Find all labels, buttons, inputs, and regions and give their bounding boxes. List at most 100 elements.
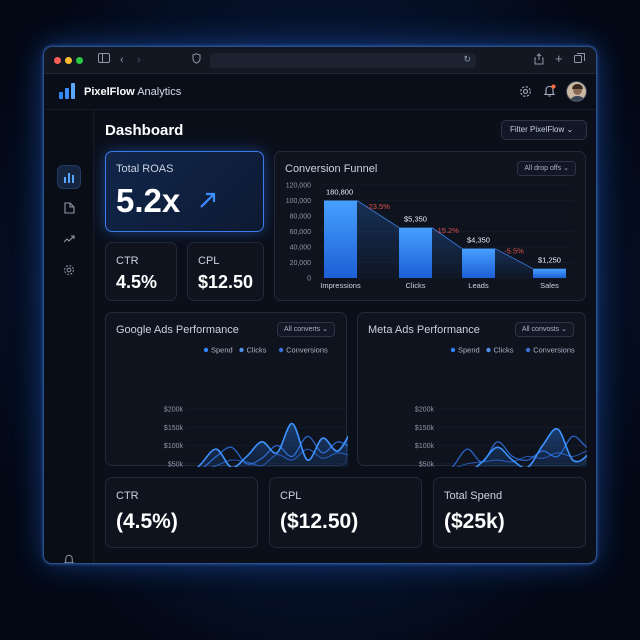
- funnel-x-label: Clicks: [406, 281, 426, 290]
- google-legend-label: Conversions: [286, 346, 328, 355]
- sidebar-item-settings[interactable]: [57, 258, 81, 282]
- app-name: PixelFlow Analytics: [84, 86, 181, 98]
- meta-y-left-tick: $200k: [415, 407, 435, 414]
- bar-chart-icon: [64, 172, 74, 183]
- bell-icon[interactable]: [543, 84, 556, 98]
- back-icon[interactable]: ‹: [120, 54, 124, 66]
- meta-ads-dropdown[interactable]: All convosts ⌄: [514, 322, 574, 337]
- funnel-dropoff-label: -5.5%: [504, 247, 524, 256]
- funnel-data-label: $1,250: [538, 256, 561, 265]
- funnel-bar: [399, 227, 432, 278]
- meta-legend-dot: [450, 347, 456, 353]
- new-tab-icon[interactable]: +: [555, 51, 563, 66]
- funnel-y-tick: 100,000: [286, 198, 311, 205]
- browser-toolbar: ‹ › ↻ +: [44, 47, 596, 74]
- ctr-label: CTR: [116, 255, 139, 267]
- funnel-y-tick: 80,000: [290, 214, 312, 221]
- meta-legend-dot: [486, 347, 491, 353]
- meta-y-left-tick: $50k: [419, 461, 435, 467]
- cpl-summary-label: CPL: [280, 490, 302, 502]
- cpl-value: $12.50: [198, 272, 254, 292]
- funnel-title: Conversion Funnel: [285, 163, 378, 175]
- funnel-data-label: 180,800: [326, 188, 353, 197]
- trend-up-icon: [200, 192, 216, 208]
- meta-y-left-tick: $100k: [415, 443, 435, 450]
- google-ads-chart: SpendClicksConversions$200k40k$150k30k$1…: [164, 346, 348, 467]
- funnel-x-label: Leads: [468, 281, 489, 290]
- meta-legend-label: Clicks: [494, 346, 514, 355]
- funnel-dropdown[interactable]: All drop offs ⌄: [517, 161, 576, 176]
- funnel-x-label: Impressions: [320, 281, 361, 290]
- meta-y-left-tick: $150k: [415, 425, 435, 432]
- google-legend-dot: [239, 347, 244, 353]
- app-name-bold: PixelFlow: [84, 86, 135, 98]
- meta-area-fill: [476, 428, 587, 467]
- meta-ads-title: Meta Ads Performance: [368, 324, 480, 336]
- page-title: Dashboard: [105, 122, 184, 139]
- funnel-connector-line: [431, 227, 463, 249]
- google-legend-dot: [278, 347, 284, 353]
- funnel-bar: [324, 200, 357, 278]
- funnel-connector: [495, 248, 533, 278]
- funnel-bar: [462, 248, 495, 278]
- funnel-dropoff-label: -15.2%: [435, 226, 459, 235]
- funnel-x-label: Sales: [540, 281, 559, 290]
- funnel-chart: 120,000 100,000 80,000 60,000 40,000 20,000 0 I…: [286, 183, 573, 290]
- sidebar-item-notifications[interactable]: [57, 547, 81, 563]
- avatar[interactable]: [566, 81, 587, 102]
- funnel-data-label: $5,350: [404, 215, 427, 224]
- sidebar-item-analytics[interactable]: [57, 165, 81, 189]
- address-bar[interactable]: ↻: [210, 53, 476, 68]
- google-y-left-tick: $150k: [164, 425, 184, 432]
- maximize-window-button[interactable]: [76, 57, 83, 64]
- roas-card: Total ROAS 5.2x: [105, 151, 264, 232]
- share-icon[interactable]: [534, 53, 544, 69]
- bell-icon: [63, 554, 75, 563]
- total-spend-value: ($25k): [444, 510, 505, 533]
- google-series-line: [196, 422, 348, 467]
- meta-ads-card: Meta Ads Performance All convosts ⌄ Spen…: [357, 312, 587, 467]
- google-ads-dropdown[interactable]: All converts ⌄: [277, 322, 335, 337]
- file-icon: [63, 202, 75, 214]
- total-spend-card: Total Spend ($25k): [433, 477, 586, 548]
- roas-label: Total ROAS: [116, 163, 174, 175]
- meta-series-line: [475, 428, 587, 467]
- meta-legend-dot: [525, 347, 531, 353]
- funnel-dropoff-label: -23.5%: [366, 202, 390, 211]
- filter-dropdown[interactable]: Filter PixelFlow ⌄: [501, 120, 587, 140]
- reload-icon[interactable]: ↻: [463, 54, 471, 64]
- funnel-connector-line: [356, 200, 400, 228]
- google-y-left-tick: $200k: [164, 407, 184, 414]
- cpl-label: CPL: [198, 255, 220, 267]
- funnel-bar: [533, 268, 566, 278]
- settings-icon[interactable]: [519, 85, 532, 98]
- ctr-summary-card: CTR (4.5%): [105, 477, 258, 548]
- tabs-overview-icon[interactable]: [574, 53, 585, 68]
- funnel-y-tick: 20,000: [290, 260, 312, 267]
- meta-legend-label: Spend: [458, 346, 480, 355]
- trend-icon: [63, 235, 75, 243]
- google-legend-dot: [203, 347, 209, 353]
- forward-icon[interactable]: ›: [137, 54, 141, 66]
- sidebar-item-trends[interactable]: [57, 227, 81, 251]
- logo-icon: [59, 83, 75, 99]
- shield-icon: [192, 53, 201, 68]
- funnel-connector: [357, 200, 399, 278]
- app-name-rest: Analytics: [134, 86, 182, 98]
- sidebar-item-reports[interactable]: [57, 196, 81, 220]
- cpl-summary-card: CPL ($12.50): [269, 477, 422, 548]
- sidebar-toggle-icon[interactable]: [98, 53, 110, 68]
- google-legend-label: Spend: [211, 346, 233, 355]
- ctr-summary-label: CTR: [116, 490, 139, 502]
- google-ads-card: Google Ads Performance All converts ⌄ Sp…: [105, 312, 348, 467]
- close-window-button[interactable]: [54, 57, 61, 64]
- sidebar: [44, 110, 94, 563]
- funnel-connector-line: [494, 248, 534, 270]
- ctr-summary-value: (4.5%): [116, 510, 178, 533]
- total-spend-label: Total Spend: [444, 490, 503, 502]
- google-ads-title: Google Ads Performance: [116, 324, 239, 336]
- minimize-window-button[interactable]: [65, 57, 72, 64]
- google-y-left-tick: $50k: [168, 461, 184, 467]
- ctr-value: 4.5%: [116, 272, 158, 292]
- ctr-card: CTR 4.5%: [105, 242, 177, 301]
